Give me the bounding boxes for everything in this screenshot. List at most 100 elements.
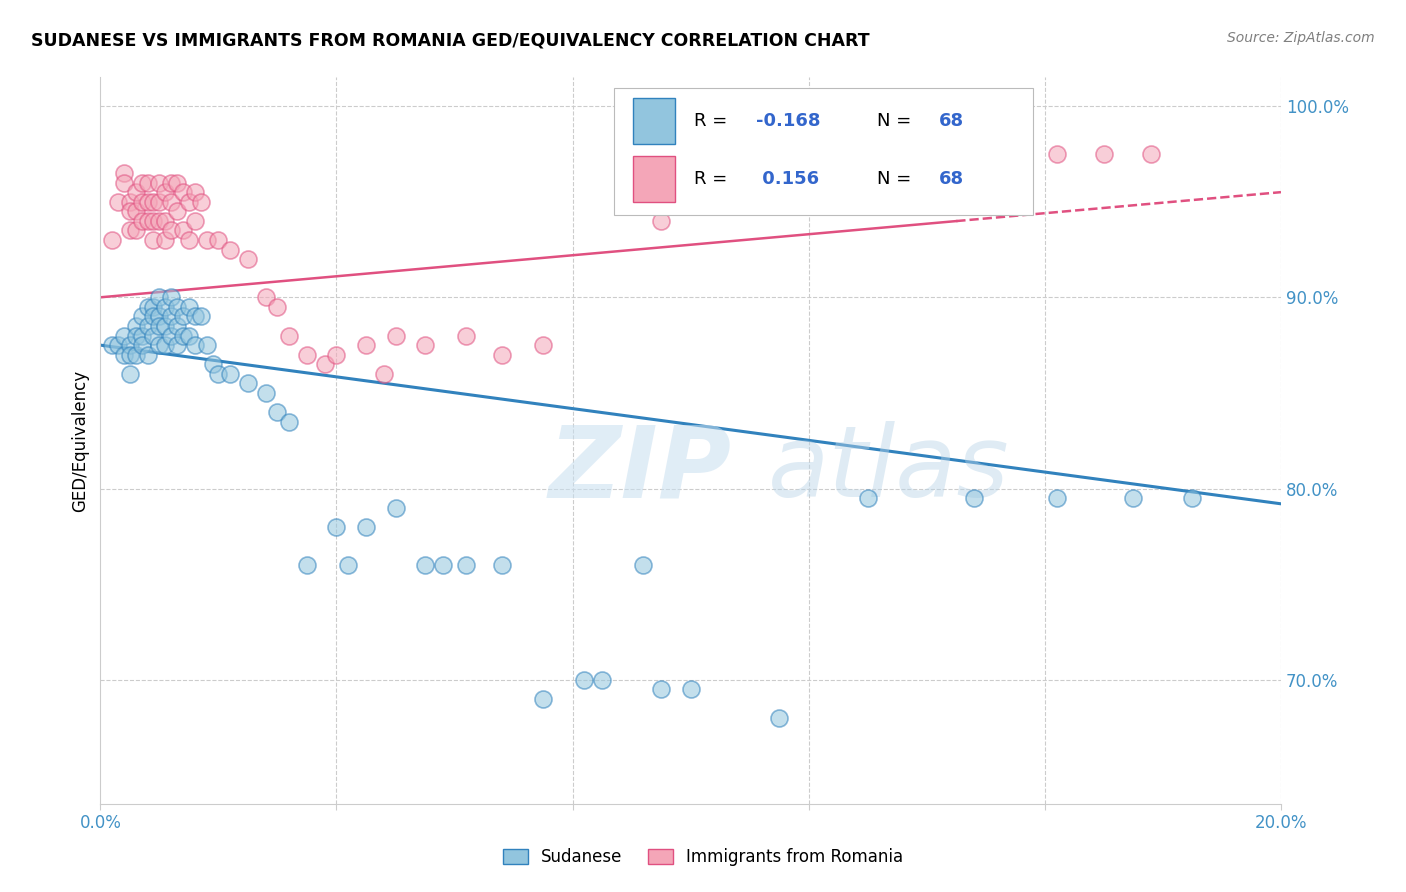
Point bbox=[354, 520, 377, 534]
Point bbox=[160, 328, 183, 343]
Point bbox=[531, 691, 554, 706]
Point bbox=[166, 318, 188, 333]
Point bbox=[112, 166, 135, 180]
Point bbox=[236, 252, 259, 266]
Point bbox=[177, 300, 200, 314]
Text: Source: ZipAtlas.com: Source: ZipAtlas.com bbox=[1227, 31, 1375, 45]
Point bbox=[142, 310, 165, 324]
Text: -0.168: -0.168 bbox=[755, 112, 820, 130]
Point bbox=[751, 176, 773, 190]
Point bbox=[184, 310, 207, 324]
Point bbox=[125, 328, 148, 343]
Point bbox=[166, 204, 188, 219]
Point bbox=[856, 491, 879, 505]
Point bbox=[1046, 491, 1069, 505]
Text: 68: 68 bbox=[939, 170, 963, 188]
Point bbox=[278, 415, 301, 429]
Point bbox=[1181, 491, 1204, 505]
Point bbox=[155, 233, 177, 247]
Point bbox=[650, 682, 672, 697]
Point bbox=[337, 558, 360, 572]
Point bbox=[727, 176, 749, 190]
Point bbox=[207, 233, 229, 247]
Point bbox=[184, 338, 207, 352]
Point bbox=[325, 520, 347, 534]
Point bbox=[131, 214, 153, 228]
Point bbox=[254, 385, 277, 400]
Point bbox=[172, 310, 194, 324]
Text: 68: 68 bbox=[939, 112, 963, 130]
Point bbox=[136, 300, 159, 314]
Point bbox=[160, 310, 183, 324]
Point bbox=[709, 176, 731, 190]
Point bbox=[413, 558, 436, 572]
Point bbox=[491, 558, 513, 572]
Point bbox=[148, 310, 170, 324]
Point bbox=[195, 233, 218, 247]
Point bbox=[373, 367, 395, 381]
Point bbox=[142, 300, 165, 314]
Point bbox=[219, 367, 242, 381]
Point bbox=[148, 318, 170, 333]
Point bbox=[160, 290, 183, 304]
Point bbox=[456, 558, 478, 572]
Text: 0.156: 0.156 bbox=[755, 170, 818, 188]
Point bbox=[1092, 147, 1115, 161]
Y-axis label: GED/Equivalency: GED/Equivalency bbox=[72, 369, 89, 512]
Point bbox=[295, 348, 318, 362]
Point bbox=[278, 328, 301, 343]
Legend: Sudanese, Immigrants from Romania: Sudanese, Immigrants from Romania bbox=[496, 842, 910, 873]
Point bbox=[456, 328, 478, 343]
Point bbox=[118, 194, 141, 209]
Point bbox=[148, 290, 170, 304]
Point bbox=[136, 214, 159, 228]
Point bbox=[125, 318, 148, 333]
Point bbox=[112, 176, 135, 190]
Point bbox=[101, 338, 124, 352]
Point bbox=[118, 204, 141, 219]
Point bbox=[160, 194, 183, 209]
Point bbox=[184, 185, 207, 199]
Point bbox=[166, 176, 188, 190]
Point bbox=[142, 214, 165, 228]
Point bbox=[125, 223, 148, 237]
Point bbox=[219, 243, 242, 257]
Point bbox=[131, 338, 153, 352]
Point bbox=[155, 338, 177, 352]
Point bbox=[148, 194, 170, 209]
Point bbox=[679, 176, 702, 190]
Point bbox=[155, 300, 177, 314]
Point bbox=[107, 194, 129, 209]
Point bbox=[136, 348, 159, 362]
Point bbox=[172, 185, 194, 199]
Text: ZIP: ZIP bbox=[548, 421, 733, 518]
Point bbox=[172, 328, 194, 343]
Point bbox=[650, 214, 672, 228]
Point bbox=[963, 156, 986, 170]
Point bbox=[131, 176, 153, 190]
Point bbox=[413, 338, 436, 352]
FancyBboxPatch shape bbox=[614, 88, 1033, 216]
Point bbox=[314, 357, 336, 371]
Point bbox=[118, 223, 141, 237]
Point bbox=[112, 328, 135, 343]
Point bbox=[125, 348, 148, 362]
Point bbox=[172, 223, 194, 237]
Point bbox=[266, 405, 288, 419]
Point bbox=[869, 166, 891, 180]
Point bbox=[591, 673, 613, 687]
FancyBboxPatch shape bbox=[633, 98, 675, 145]
Point bbox=[166, 338, 188, 352]
Point bbox=[184, 214, 207, 228]
Point bbox=[201, 357, 224, 371]
Point bbox=[915, 166, 938, 180]
Point bbox=[195, 338, 218, 352]
Point bbox=[131, 194, 153, 209]
Point bbox=[254, 290, 277, 304]
Point bbox=[679, 682, 702, 697]
Point bbox=[207, 367, 229, 381]
Point bbox=[786, 176, 808, 190]
Point bbox=[131, 328, 153, 343]
Point bbox=[142, 328, 165, 343]
Point bbox=[112, 348, 135, 362]
